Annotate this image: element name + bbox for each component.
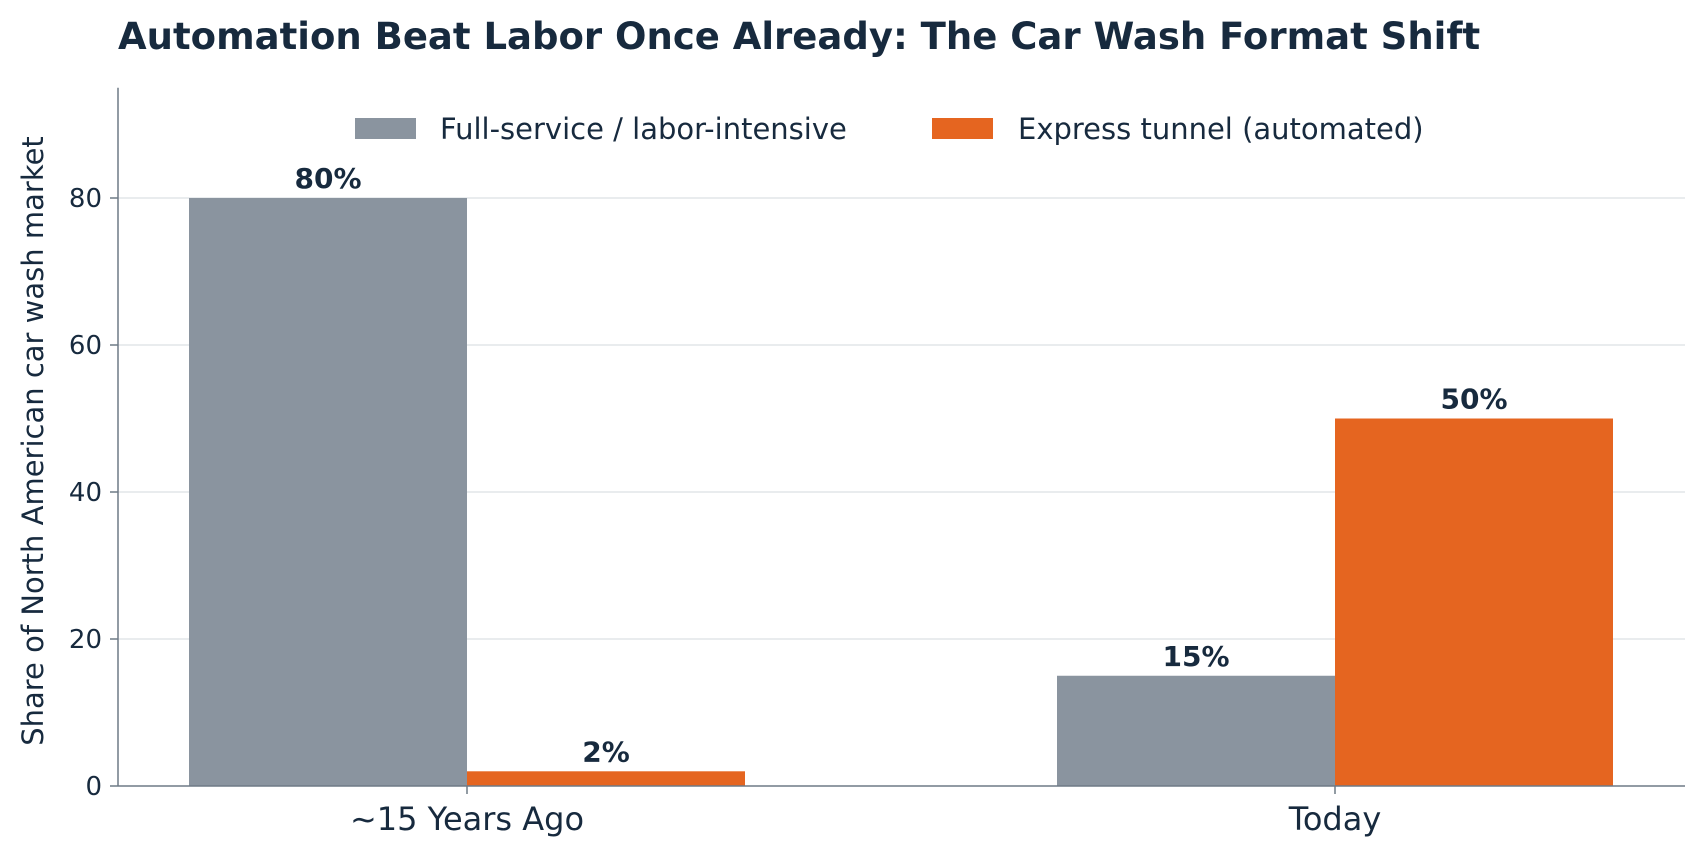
legend: Full-service / labor-intensive Express tu… — [355, 112, 1424, 146]
bar-value-label: 50% — [1440, 383, 1507, 416]
y-axis-label: Share of North American car wash market — [16, 136, 50, 746]
x-axis-ticks: ~15 Years Ago Today — [350, 786, 1381, 838]
bar — [467, 771, 745, 786]
axes — [117, 87, 1685, 787]
y-tick-label: 0 — [85, 772, 102, 802]
bar-value-label: 15% — [1162, 640, 1229, 673]
y-tick-label: 20 — [69, 625, 102, 655]
y-tick-label: 80 — [69, 184, 102, 214]
legend-label: Express tunnel (automated) — [1018, 112, 1424, 146]
bar-value-label: 2% — [582, 735, 630, 768]
legend-swatch — [355, 118, 416, 139]
x-tick-label: Today — [1288, 800, 1382, 838]
bar — [189, 198, 467, 786]
chart-title: Automation Beat Labor Once Already: The … — [118, 15, 1480, 58]
bar — [1335, 418, 1613, 786]
y-tick-label: 40 — [69, 478, 102, 508]
bar-value-label: 80% — [294, 162, 361, 195]
y-axis-ticks: 0 20 40 60 80 — [69, 184, 118, 802]
bar — [1057, 675, 1335, 786]
data-labels: 80% 15% 2% 50% — [294, 162, 1507, 768]
y-tick-label: 60 — [69, 331, 102, 361]
legend-label: Full-service / labor-intensive — [440, 112, 847, 146]
x-tick-label: ~15 Years Ago — [350, 800, 584, 838]
bars — [189, 198, 1613, 786]
legend-swatch — [932, 118, 993, 139]
